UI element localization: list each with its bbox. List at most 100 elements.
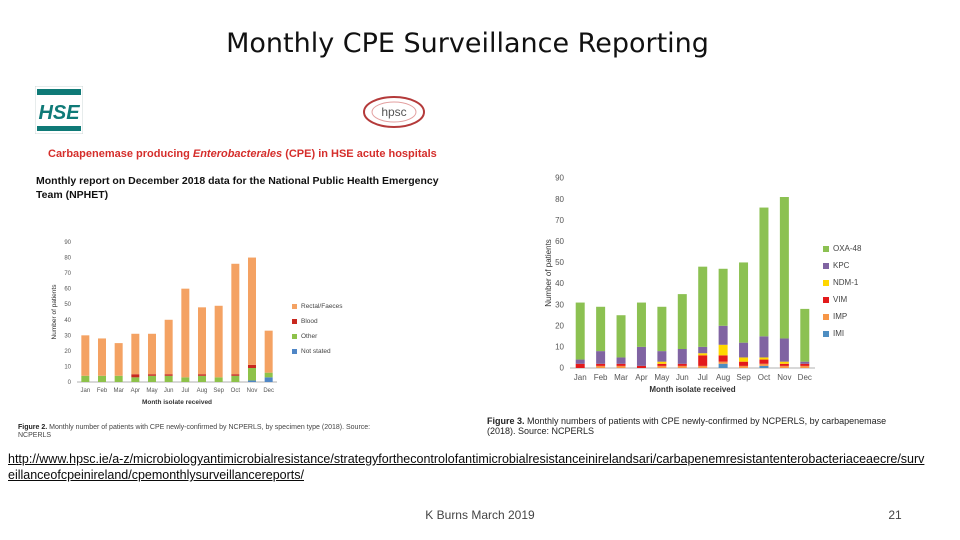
legend-swatch — [292, 319, 297, 324]
bar-ndm-1-oct — [759, 357, 769, 360]
bar-imp-jul — [698, 365, 708, 368]
legend-label: IMI — [833, 329, 844, 338]
bar-other-sep — [214, 377, 223, 382]
legend-label: IMP — [833, 312, 847, 321]
y-tick-label: 80 — [64, 256, 71, 262]
bar-kpc-apr — [636, 346, 646, 366]
bar-oxa-48-jun — [677, 294, 687, 349]
bar-other-jan — [81, 375, 90, 382]
bar-kpc-jul — [698, 346, 708, 354]
legend-swatch — [823, 297, 829, 303]
bar-blood-may — [148, 374, 156, 376]
bar-other-nov — [248, 368, 256, 381]
bar-vim-oct — [759, 359, 769, 364]
legend-label: VIM — [833, 295, 848, 304]
bar-oxa-48-may — [657, 306, 667, 352]
bar-imp-mar — [616, 365, 626, 368]
x-tick-label: Jun — [676, 373, 689, 382]
bar-oxa-48-mar — [616, 315, 626, 358]
bar-imi-oct — [759, 365, 769, 368]
x-tick-label: Apr — [131, 388, 140, 394]
source-link[interactable]: http://www.hpsc.ie/a-z/microbiologyantim… — [8, 452, 925, 482]
legend-label: Not stated — [301, 348, 331, 355]
x-axis-title: Month isolate received — [649, 385, 735, 394]
bar-other-oct — [231, 375, 240, 382]
bar-rectal-faeces-nov — [248, 257, 256, 365]
bar-blood-aug — [198, 374, 206, 376]
report-subheading: Monthly report on December 2018 data for… — [36, 175, 439, 201]
bar-vim-may — [657, 363, 667, 366]
bar-other-jun — [164, 375, 173, 382]
x-tick-label: Jun — [164, 388, 174, 394]
bar-blood-nov — [248, 364, 256, 368]
bar-kpc-may — [657, 351, 667, 362]
bar-rectal-faeces-jun — [164, 319, 173, 375]
bar-kpc-feb — [596, 351, 606, 364]
hse-logo: HSE — [35, 86, 83, 134]
legend-swatch — [292, 349, 297, 354]
bar-rectal-faeces-oct — [231, 263, 240, 375]
bar-rectal-faeces-apr — [131, 333, 140, 375]
x-tick-label: Aug — [197, 388, 208, 394]
bar-vim-sep — [739, 361, 749, 366]
bar-vim-jan — [575, 363, 585, 368]
x-tick-label: Mar — [614, 373, 628, 382]
slide-title: Monthly CPE Surveillance Reporting — [226, 28, 709, 59]
bar-blood-oct — [231, 374, 240, 376]
bar-kpc-nov — [779, 338, 789, 362]
bar-vim-jul — [698, 355, 708, 366]
footer-author: K Burns March 2019 — [425, 508, 535, 522]
bar-kpc-mar — [616, 357, 626, 364]
bar-ndm-1-aug — [718, 344, 728, 356]
bar-kpc-jan — [575, 359, 585, 364]
legend-label: Blood — [301, 318, 318, 325]
bar-other-jul — [181, 377, 190, 382]
bar-ndm-1-nov — [779, 361, 789, 364]
x-tick-label: Oct — [758, 373, 771, 382]
y-axis-title: Number of patients — [544, 239, 553, 307]
bar-rectal-faeces-sep — [214, 305, 223, 378]
bar-rectal-faeces-aug — [198, 307, 206, 375]
bar-vim-mar — [616, 363, 626, 366]
legend-swatch — [292, 334, 297, 339]
bar-kpc-aug — [718, 325, 728, 345]
bar-imp-dec — [800, 365, 810, 368]
legend-swatch — [823, 280, 829, 286]
x-tick-label: Feb — [594, 373, 608, 382]
y-tick-label: 90 — [64, 240, 71, 246]
legend-label: NDM-1 — [833, 278, 859, 287]
x-tick-label: Nov — [247, 388, 258, 394]
legend-swatch — [823, 263, 829, 269]
bar-oxa-48-dec — [800, 308, 810, 362]
legend-swatch — [292, 304, 297, 309]
bar-other-apr — [131, 377, 140, 382]
x-tick-label: Sep — [213, 388, 224, 394]
legend-swatch — [823, 246, 829, 252]
bar-kpc-sep — [739, 342, 749, 358]
x-tick-label: Aug — [716, 373, 730, 382]
x-tick-label: Dec — [798, 373, 812, 382]
figure2-caption: Figure 2. Monthly number of patients wit… — [18, 424, 371, 439]
bar-imp-jun — [677, 365, 687, 368]
bar-not-stated-dec — [264, 377, 273, 382]
legend-label: OXA-48 — [833, 244, 862, 253]
bar-other-dec — [264, 372, 273, 378]
y-tick-label: 70 — [64, 271, 71, 277]
bar-vim-apr — [636, 365, 646, 368]
bar-oxa-48-sep — [739, 262, 749, 343]
y-tick-label: 50 — [64, 302, 71, 308]
x-tick-label: Jan — [574, 373, 587, 382]
bar-oxa-48-jul — [698, 266, 708, 347]
bar-imp-may — [657, 365, 667, 368]
bar-rectal-faeces-feb — [98, 338, 106, 376]
y-tick-label: 10 — [64, 364, 71, 370]
bar-vim-jun — [677, 363, 687, 366]
bar-oxa-48-apr — [636, 302, 646, 347]
y-tick-label: 0 — [560, 364, 565, 373]
x-tick-label: Jan — [80, 388, 90, 394]
y-tick-label: 90 — [555, 174, 564, 183]
x-tick-label: Nov — [777, 373, 791, 382]
bar-vim-feb — [596, 363, 606, 366]
legend-label: Rectal/Faeces — [301, 303, 343, 310]
bar-oxa-48-feb — [596, 306, 606, 352]
